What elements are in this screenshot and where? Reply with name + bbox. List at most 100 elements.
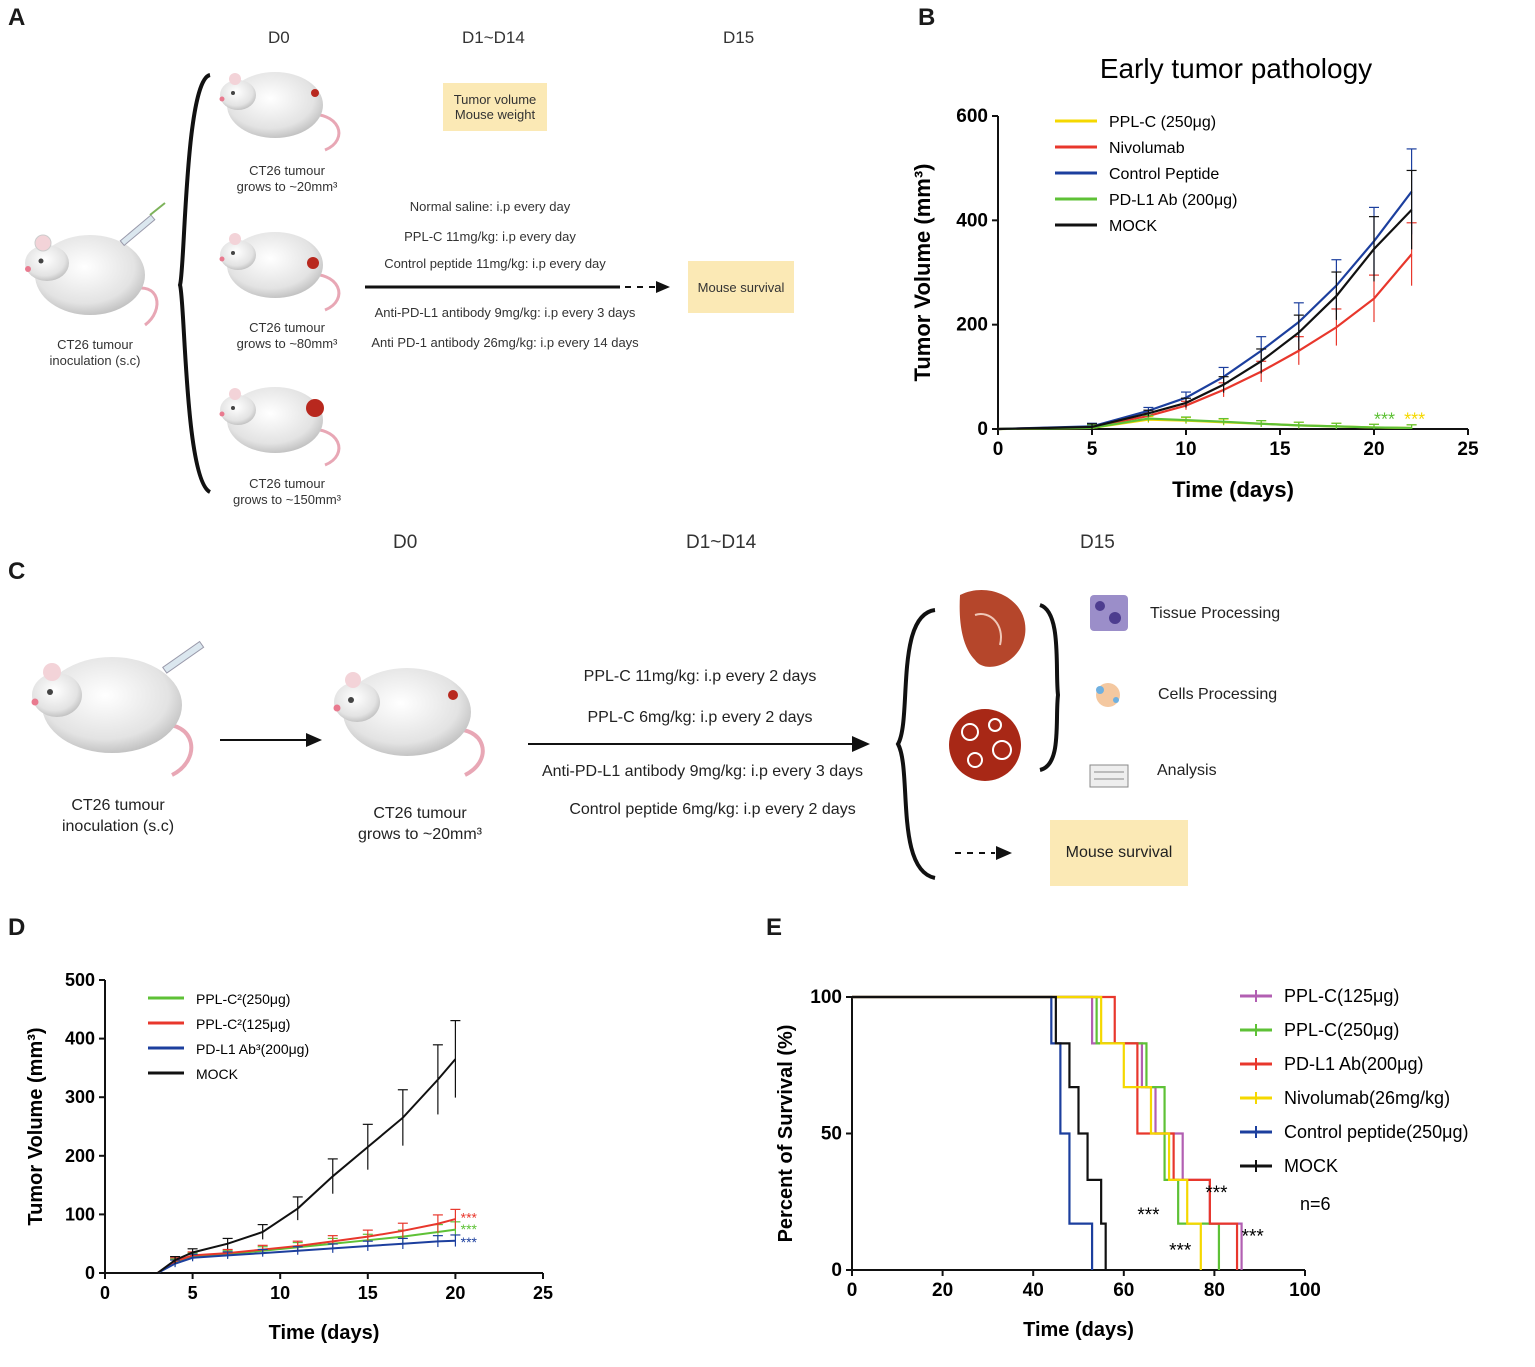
group3-label: CT26 tumour grows to ~150mm³	[232, 476, 341, 507]
significance-d-0: ***	[461, 1209, 478, 1225]
legend-label-d-0: PPL-C²(250μg)	[196, 991, 290, 1007]
y-tick-label-d: 400	[65, 1029, 95, 1049]
tissue-processing-icon	[1090, 595, 1128, 631]
day-label-d0: D0	[268, 28, 290, 47]
x-tick-label-e: 20	[932, 1280, 953, 1301]
series-line-d-3	[105, 1058, 457, 1274]
treatment-a-4: Anti-PD-L1 antibody 9mg/kg: i.p every 3 …	[374, 305, 636, 320]
legend-label-b-1: Nivolumab	[1109, 140, 1185, 157]
x-tick-label-d: 0	[100, 1283, 110, 1303]
legend-label-d-2: PD-L1 Ab³(200μg)	[196, 1041, 309, 1057]
measure-box: Tumor volume Mouse weight	[443, 83, 547, 131]
mouse-group1-icon	[219, 72, 341, 152]
mouse-c-inoculation-icon	[31, 640, 205, 777]
y-axis-label-d: Tumor Volume (mm³)	[25, 1027, 47, 1225]
analysis-icon	[1089, 764, 1129, 788]
x-axis-label-d: Time (days)	[269, 1322, 380, 1344]
x-axis-label-e: Time (days)	[1023, 1319, 1134, 1341]
tumor-icon	[949, 709, 1021, 781]
x-tick-label-e: 0	[847, 1280, 858, 1301]
y-tick-label-d: 500	[65, 970, 95, 990]
series-line-b-1	[997, 253, 1413, 431]
y-tick-label-b: 0	[977, 419, 988, 440]
series-line-e-2	[852, 995, 1239, 1270]
mouse-c-grown-icon	[333, 668, 485, 777]
x-tick-label-d: 15	[358, 1283, 378, 1303]
y-axis-label-e: Percent of Survival (%)	[775, 1025, 797, 1243]
significance-e-0: ***	[1137, 1205, 1160, 1226]
treatment-c-1: PPL-C 11mg/kg: i.p every 2 days	[583, 668, 817, 685]
legend-label-b-2: Control Peptide	[1109, 166, 1219, 183]
y-tick-label-d: 300	[65, 1087, 95, 1107]
y-axis-label-b: Tumor Volume (mm³)	[910, 164, 935, 382]
y-tick-label-e: 50	[821, 1124, 842, 1145]
legend-label-d-3: MOCK	[196, 1066, 239, 1082]
panel-a-illustration	[25, 72, 670, 494]
series-line-b-3	[997, 417, 1412, 431]
n-note-e: n=6	[1300, 1194, 1331, 1214]
survival-box-c: Mouse survival	[1050, 820, 1188, 886]
inoculation-label-a: CT26 tumour inoculation (s.c)	[49, 337, 141, 368]
legend-label-e-3: Nivolumab(26mg/kg)	[1284, 1088, 1450, 1108]
legend-label-b-4: MOCK	[1109, 218, 1157, 235]
series-line-e-5	[852, 995, 1107, 1270]
panel-c-illustration	[31, 589, 1129, 880]
legend-label-e-1: PPL-C(250μg)	[1284, 1020, 1399, 1040]
treatment-a-1: Normal saline: i.p every day	[409, 199, 571, 214]
y-tick-label-b: 200	[956, 315, 988, 336]
x-tick-label-b: 10	[1175, 439, 1196, 460]
legend-label-e-0: PPL-C(125μg)	[1284, 986, 1399, 1006]
cells-processing-label: Cells Processing	[1158, 686, 1278, 703]
treatment-c-2: PPL-C 6mg/kg: i.p every 2 days	[587, 709, 813, 726]
series-line-b-4	[997, 209, 1413, 431]
x-tick-label-e: 80	[1204, 1280, 1225, 1301]
series-line-b-2	[997, 190, 1413, 431]
cells-processing-icon	[1096, 683, 1120, 707]
legend-label-e-2: PD-L1 Ab(200μg)	[1284, 1054, 1423, 1074]
spleen-icon	[959, 589, 1026, 667]
mouse-group2-icon	[219, 232, 341, 312]
y-tick-label-d: 100	[65, 1204, 95, 1224]
analysis-label: Analysis	[1157, 762, 1217, 779]
day-label-c-d1-d14: D1~D14	[686, 532, 757, 553]
legend-label-b-3: PD-L1 Ab (200μg)	[1109, 192, 1237, 209]
mouse-group3-icon	[219, 387, 341, 467]
chart-b: 0 5 10 15 20 25 0 200 400 600 Time (days) Tumor Vol…	[910, 53, 1479, 502]
significance-b-1: ***	[1404, 409, 1425, 429]
significance-d-1: ***	[461, 1221, 478, 1237]
survival-box-a: Mouse survival	[688, 261, 794, 313]
chart-title-b: Early tumor pathology	[1100, 53, 1372, 84]
legend-label-e-4: Control peptide(250μg)	[1284, 1122, 1468, 1142]
inoculation-label-c: CT26 tumour inoculation (s.c)	[61, 797, 175, 835]
panel-letter-a: A	[8, 4, 26, 31]
group2-label: CT26 tumour grows to ~80mm³	[236, 320, 338, 351]
x-tick-label-d: 5	[188, 1283, 198, 1303]
significance-e-1: ***	[1205, 1183, 1228, 1204]
y-tick-label-d: 200	[65, 1146, 95, 1166]
y-tick-label-e: 0	[831, 1260, 842, 1281]
group1-label: CT26 tumour grows to ~20mm³	[236, 163, 338, 194]
legend-label-b-0: PPL-C (250μg)	[1109, 114, 1216, 131]
x-axis-label-b: Time (days)	[1172, 477, 1294, 502]
y-tick-label-d: 0	[85, 1263, 95, 1283]
x-tick-label-e: 60	[1113, 1280, 1134, 1301]
x-tick-label-d: 25	[533, 1283, 553, 1303]
y-tick-label-e: 100	[810, 987, 842, 1008]
x-tick-label-b: 0	[993, 439, 1004, 460]
chart-d: 0 5 10 15 20 25 0 100 200 300 400 500 Time (days) Tum…	[25, 970, 553, 1344]
treatment-a-2: PPL-C 11mg/kg: i.p every day	[404, 229, 576, 244]
day-label-c-d15: D15	[1080, 532, 1115, 553]
treatment-a-5: Anti PD-1 antibody 26mg/kg: i.p every 14…	[371, 335, 639, 350]
grown-label-c: CT26 tumour grows to ~20mm³	[357, 805, 483, 843]
series-line-e-0	[852, 995, 1243, 1270]
brace-icon	[177, 73, 212, 494]
series-line-e-3	[852, 995, 1202, 1270]
x-tick-label-b: 5	[1087, 439, 1098, 460]
legend-label-e-5: MOCK	[1284, 1156, 1338, 1176]
mouse-inoculation-icon	[25, 202, 166, 327]
x-tick-label-b: 20	[1363, 439, 1384, 460]
significance-d-2: ***	[461, 1234, 478, 1250]
panel-letter-e: E	[766, 914, 783, 941]
x-tick-label-d: 10	[270, 1283, 290, 1303]
series-line-d-2	[105, 1239, 456, 1274]
